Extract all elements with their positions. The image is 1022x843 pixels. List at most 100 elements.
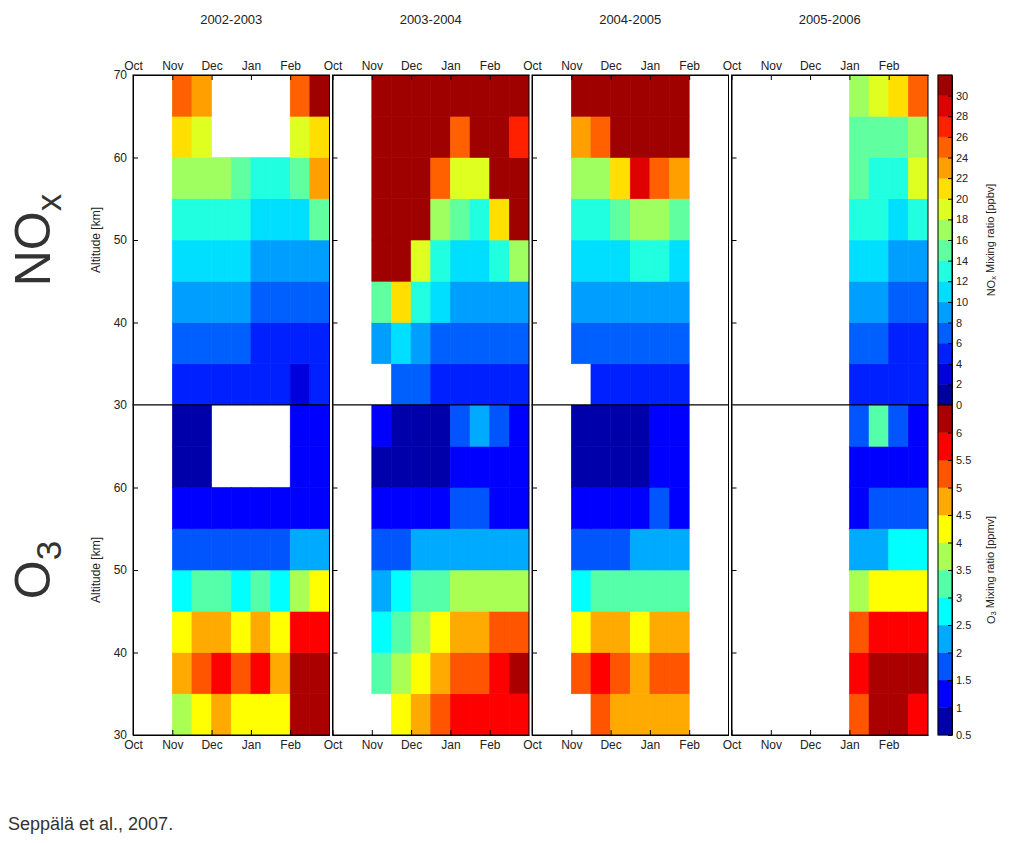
- cell: [391, 653, 411, 694]
- cells: [849, 75, 928, 405]
- cell: [650, 570, 670, 611]
- cell: [231, 611, 251, 652]
- tick: 1.5: [948, 674, 971, 686]
- panel-title: 2002-2003: [200, 12, 262, 27]
- tick-label: Nov: [761, 59, 782, 73]
- tick-mark: [948, 488, 952, 489]
- tick-mark: [290, 730, 291, 735]
- tick-label: 60: [114, 151, 128, 165]
- cell: [271, 488, 291, 529]
- cell: [411, 611, 431, 652]
- colorbar-level: [938, 178, 952, 199]
- cell: [431, 364, 451, 405]
- cell: [571, 281, 591, 322]
- cell: [450, 240, 470, 281]
- cell: [670, 570, 690, 611]
- cell: [908, 281, 928, 322]
- cell: [372, 240, 392, 281]
- tick: Nov: [362, 59, 383, 80]
- cell: [889, 529, 909, 570]
- tick-label: 30: [114, 398, 128, 412]
- tick-label: Nov: [162, 738, 183, 752]
- tick: Feb: [480, 730, 501, 752]
- tick-label: 0.5: [956, 729, 971, 741]
- cell: [391, 240, 411, 281]
- cell: [391, 446, 411, 487]
- cell: [611, 75, 631, 116]
- cell: [849, 158, 869, 199]
- tick-label: 5.5: [956, 454, 971, 466]
- tick-label: 4: [956, 358, 962, 370]
- tick-label: Oct: [124, 59, 143, 73]
- tick: Dec: [401, 730, 422, 752]
- plot-background: [133, 75, 330, 405]
- cell: [670, 611, 690, 652]
- cell: [869, 529, 889, 570]
- cell: [869, 446, 889, 487]
- cell: [310, 240, 330, 281]
- cell: [411, 116, 431, 157]
- tick-mark: [611, 75, 612, 80]
- tick-mark: [333, 653, 338, 654]
- tick: [732, 488, 737, 489]
- cell: [391, 75, 411, 116]
- cell: [889, 364, 909, 405]
- cell: [192, 364, 212, 405]
- cell: [849, 240, 869, 281]
- cells: [849, 405, 928, 735]
- cell: [591, 446, 611, 487]
- tick-mark: [948, 515, 952, 516]
- tick-mark: [133, 488, 138, 489]
- cell: [391, 529, 411, 570]
- tick-label: Dec: [600, 738, 621, 752]
- cell: [611, 116, 631, 157]
- tick-label: Feb: [480, 59, 501, 73]
- y-axis: [732, 76, 737, 406]
- colorbar-axis: 0.511.522.533.544.555.56: [948, 406, 971, 742]
- cells: [571, 405, 689, 735]
- cell: [908, 488, 928, 529]
- tick-label: Oct: [723, 738, 742, 752]
- cell: [630, 653, 650, 694]
- cell: [908, 694, 928, 735]
- cell: [391, 323, 411, 364]
- cell: [391, 158, 411, 199]
- cell: [450, 364, 470, 405]
- tick: Jan: [441, 59, 460, 80]
- tick: Feb: [280, 59, 301, 80]
- cell: [849, 75, 869, 116]
- cell: [490, 240, 510, 281]
- tick-label: 16: [956, 234, 968, 246]
- cell: [889, 446, 909, 487]
- cell: [571, 446, 591, 487]
- cell: [231, 323, 251, 364]
- cell: [849, 570, 869, 611]
- colorbar-frame: [938, 405, 952, 735]
- colorbar-level: [938, 75, 952, 96]
- tick-mark: [732, 240, 737, 241]
- cell: [411, 694, 431, 735]
- cell: [290, 75, 310, 116]
- cell: [849, 364, 869, 405]
- tick: Dec: [800, 730, 821, 752]
- tick-mark: [948, 137, 952, 138]
- cell: [611, 611, 631, 652]
- tick-mark: [948, 96, 952, 97]
- x-axis: OctNovDecJanFeb: [523, 59, 729, 80]
- tick-label: Oct: [324, 59, 343, 73]
- tick-label: Feb: [280, 59, 301, 73]
- tick: [532, 570, 537, 571]
- tick: 50: [114, 563, 138, 577]
- tick-mark: [133, 653, 138, 654]
- cell: [310, 199, 330, 240]
- tick: Nov: [561, 730, 582, 752]
- cell: [172, 529, 192, 570]
- tick: 6: [948, 337, 962, 349]
- cell: [271, 364, 291, 405]
- cell: [650, 611, 670, 652]
- x-axis: OctNovDecJanFeb: [324, 730, 530, 752]
- cell: [372, 611, 392, 652]
- tick: 4.5: [948, 509, 971, 521]
- tick: [333, 653, 338, 654]
- cell: [571, 488, 591, 529]
